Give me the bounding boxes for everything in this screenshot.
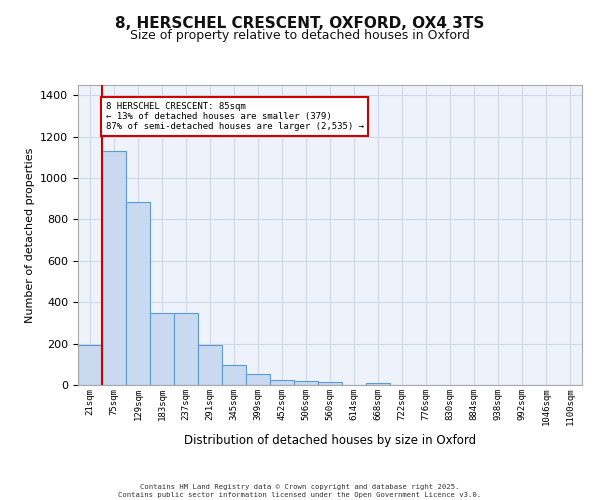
Text: Contains HM Land Registry data © Crown copyright and database right 2025.
Contai: Contains HM Land Registry data © Crown c… [118,484,482,498]
Bar [246,374,270,385]
Bar [222,366,246,385]
Bar [198,344,222,385]
Bar [102,151,126,385]
Bar [126,202,150,385]
Text: 8 HERSCHEL CRESCENT: 85sqm
← 13% of detached houses are smaller (379)
87% of sem: 8 HERSCHEL CRESCENT: 85sqm ← 13% of deta… [106,102,364,132]
Bar [270,380,294,385]
Bar [174,312,198,385]
Bar [294,381,318,385]
Bar [78,344,102,385]
Bar [150,312,174,385]
Bar [318,382,342,385]
Bar [366,383,390,385]
Text: Size of property relative to detached houses in Oxford: Size of property relative to detached ho… [130,28,470,42]
X-axis label: Distribution of detached houses by size in Oxford: Distribution of detached houses by size … [184,434,476,446]
Text: 8, HERSCHEL CRESCENT, OXFORD, OX4 3TS: 8, HERSCHEL CRESCENT, OXFORD, OX4 3TS [115,16,485,31]
Y-axis label: Number of detached properties: Number of detached properties [25,148,35,322]
